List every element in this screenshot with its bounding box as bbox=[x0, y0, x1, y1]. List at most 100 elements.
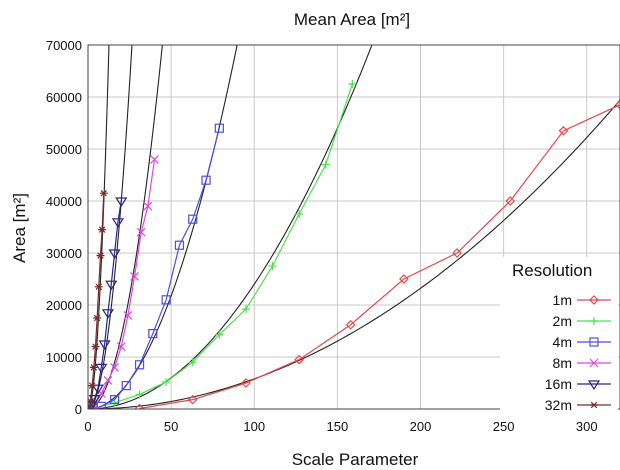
data-point-2m-shape bbox=[135, 390, 144, 399]
data-point-2m bbox=[295, 210, 304, 218]
data-point-32m bbox=[89, 364, 98, 371]
data-point-1m bbox=[345, 319, 356, 330]
data-point-1m bbox=[134, 403, 145, 409]
data-point-2m-shape bbox=[162, 377, 171, 386]
data-point-4m bbox=[121, 381, 131, 391]
legend-marker-32m bbox=[590, 401, 598, 409]
data-point-16m bbox=[108, 249, 121, 260]
legend-marker-1m-shape bbox=[589, 295, 599, 305]
series-32m bbox=[88, 189, 108, 409]
data-point-8m bbox=[103, 375, 113, 385]
data-point-1m bbox=[187, 394, 198, 405]
data-point-4m-shape bbox=[188, 214, 198, 224]
data-point-8m-shape bbox=[143, 201, 153, 211]
legend-label-4m: 4m bbox=[553, 334, 572, 350]
data-point-16m-shape bbox=[105, 280, 118, 291]
data-point-1m-shape bbox=[134, 403, 145, 409]
y-axis-label: Area [m²] bbox=[10, 193, 29, 263]
data-point-32m bbox=[94, 283, 103, 291]
data-point-1m-shape bbox=[241, 378, 251, 388]
data-point-2m-shape bbox=[268, 262, 277, 270]
data-point-32m-shape bbox=[98, 226, 107, 233]
chart-title: Mean Area [m²] bbox=[294, 10, 410, 29]
data-point-2m bbox=[321, 160, 330, 169]
legend-marker-16m bbox=[587, 380, 601, 391]
x-tick-label: 300 bbox=[576, 419, 598, 434]
data-point-1m bbox=[399, 274, 409, 284]
data-point-4m-shape bbox=[201, 175, 211, 185]
data-point-1m bbox=[241, 378, 251, 388]
legend-marker-8m-shape bbox=[589, 358, 599, 368]
data-point-32m bbox=[88, 404, 93, 409]
data-point-2m bbox=[348, 80, 357, 88]
data-point-1m bbox=[452, 248, 462, 258]
fit-curve-2m bbox=[88, 45, 373, 409]
data-point-16m-shape bbox=[111, 218, 125, 228]
data-point-1m-shape bbox=[505, 196, 516, 206]
data-point-4m bbox=[134, 360, 145, 370]
data-point-4m bbox=[174, 240, 185, 250]
data-point-32m bbox=[88, 397, 95, 405]
data-point-8m bbox=[136, 227, 146, 237]
data-point-16m-shape bbox=[115, 197, 128, 208]
data-point-2m-shape bbox=[321, 160, 330, 169]
x-tick-label: 100 bbox=[243, 419, 265, 434]
data-point-8m-shape bbox=[103, 375, 113, 385]
data-point-4m bbox=[148, 329, 158, 339]
data-point-8m-shape bbox=[150, 154, 159, 164]
data-point-32m-shape bbox=[94, 283, 103, 291]
data-point-16m bbox=[111, 218, 125, 228]
x-tick-label: 50 bbox=[164, 419, 178, 434]
x-tick-label: 0 bbox=[84, 419, 91, 434]
data-point-1m-shape bbox=[399, 274, 409, 284]
data-point-16m bbox=[98, 340, 111, 351]
legend-label-2m: 2m bbox=[553, 313, 572, 329]
x-axis-label: Scale Parameter bbox=[292, 450, 419, 469]
data-point-2m bbox=[215, 330, 224, 339]
legend-marker-32m-shape bbox=[590, 401, 598, 409]
data-point-32m-shape bbox=[96, 252, 105, 259]
data-point-2m-shape bbox=[241, 305, 250, 314]
legend-background bbox=[500, 257, 618, 417]
series-line-32m bbox=[88, 193, 105, 409]
data-point-8m-shape bbox=[116, 342, 126, 352]
legend-marker-4m-shape bbox=[589, 337, 599, 347]
series-line-1m bbox=[139, 104, 620, 409]
data-point-1m-shape bbox=[294, 354, 304, 365]
data-point-1m-shape bbox=[615, 99, 620, 110]
y-tick-label: 10000 bbox=[46, 350, 82, 365]
data-point-1m-shape bbox=[187, 394, 198, 405]
data-point-4m-shape bbox=[109, 395, 120, 405]
data-point-1m-shape bbox=[345, 319, 356, 330]
fit-curve-1m bbox=[88, 99, 620, 409]
data-point-16m bbox=[91, 384, 105, 395]
fit-curve-8m bbox=[88, 45, 163, 409]
legend-marker-1m bbox=[589, 295, 599, 305]
data-point-4m bbox=[96, 401, 106, 409]
data-point-16m bbox=[95, 363, 108, 374]
legend-title: Resolution bbox=[512, 261, 592, 280]
legend-marker-16m-shape bbox=[587, 380, 601, 391]
legend-marker-4m bbox=[589, 337, 599, 347]
data-point-2m bbox=[268, 262, 277, 270]
x-tick-label: 150 bbox=[327, 419, 349, 434]
data-point-4m bbox=[201, 175, 211, 185]
plot-frame bbox=[87, 44, 620, 410]
data-point-32m-shape bbox=[88, 382, 97, 389]
data-point-4m-shape bbox=[161, 295, 171, 305]
data-point-16m bbox=[115, 197, 128, 208]
data-point-2m bbox=[241, 305, 250, 314]
legend-label-8m: 8m bbox=[553, 355, 572, 371]
data-point-32m-shape bbox=[99, 189, 108, 197]
data-series bbox=[88, 80, 620, 409]
data-point-1m bbox=[615, 99, 620, 110]
y-tick-label: 40000 bbox=[46, 194, 82, 209]
data-point-8m bbox=[116, 342, 126, 352]
data-point-16m-shape bbox=[91, 384, 105, 395]
data-point-32m bbox=[88, 382, 97, 389]
data-point-4m-shape bbox=[174, 240, 185, 250]
data-point-32m-shape bbox=[93, 314, 102, 322]
data-point-4m bbox=[188, 214, 198, 224]
x-tick-label: 250 bbox=[493, 419, 515, 434]
data-point-1m-shape bbox=[452, 248, 462, 258]
